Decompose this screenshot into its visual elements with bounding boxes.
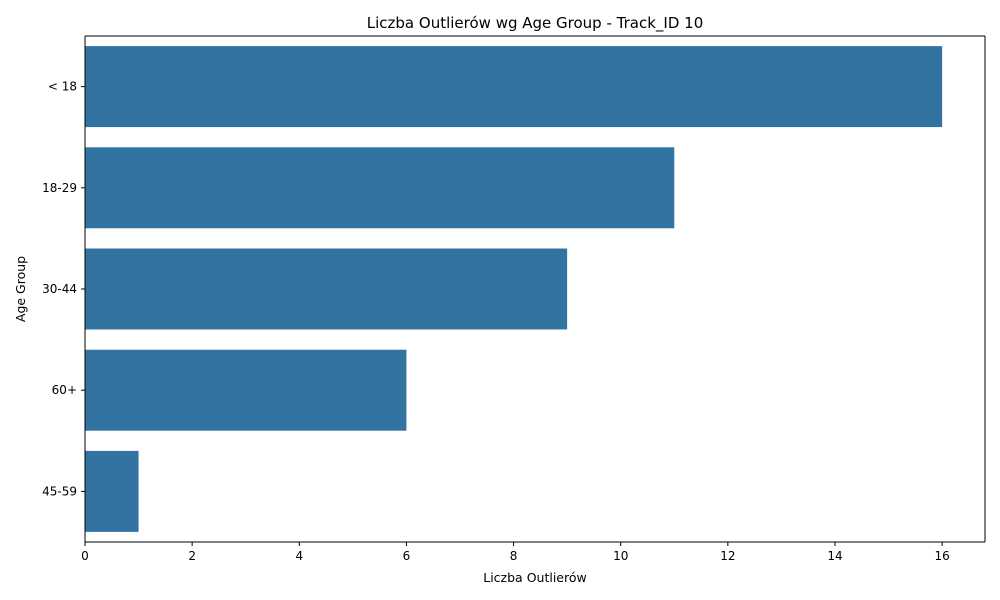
x-tick-label: 0 xyxy=(81,549,89,563)
x-tick-label: 14 xyxy=(827,549,842,563)
y-tick-label: 60+ xyxy=(52,383,77,397)
bar-4 xyxy=(85,450,139,532)
y-tick-label: < 18 xyxy=(48,80,77,94)
y-tick-label: 30-44 xyxy=(42,282,77,296)
x-tick-label: 4 xyxy=(295,549,303,563)
x-tick-label: 10 xyxy=(613,549,628,563)
x-tick-label: 6 xyxy=(403,549,411,563)
bar-3 xyxy=(85,349,407,431)
y-axis-label: Age Group xyxy=(13,256,28,322)
bar-0 xyxy=(85,46,943,128)
x-tick-label: 12 xyxy=(720,549,735,563)
y-tick-label: 45-59 xyxy=(42,484,77,498)
x-tick-label: 16 xyxy=(935,549,950,563)
y-axis-ticks: < 18 18-29 30-44 60+ 45-59 xyxy=(42,80,85,498)
y-tick-label: 18-29 xyxy=(42,181,77,195)
bars-group xyxy=(85,46,943,532)
x-tick-label: 8 xyxy=(510,549,518,563)
bar-2 xyxy=(85,248,568,330)
x-tick-label: 2 xyxy=(188,549,196,563)
x-axis-ticks: 0 2 4 6 8 10 12 14 16 xyxy=(81,542,950,563)
x-axis-label: Liczba Outlierów xyxy=(483,570,586,585)
bar-1 xyxy=(85,147,675,229)
chart-title: Liczba Outlierów wg Age Group - Track_ID… xyxy=(367,14,703,33)
